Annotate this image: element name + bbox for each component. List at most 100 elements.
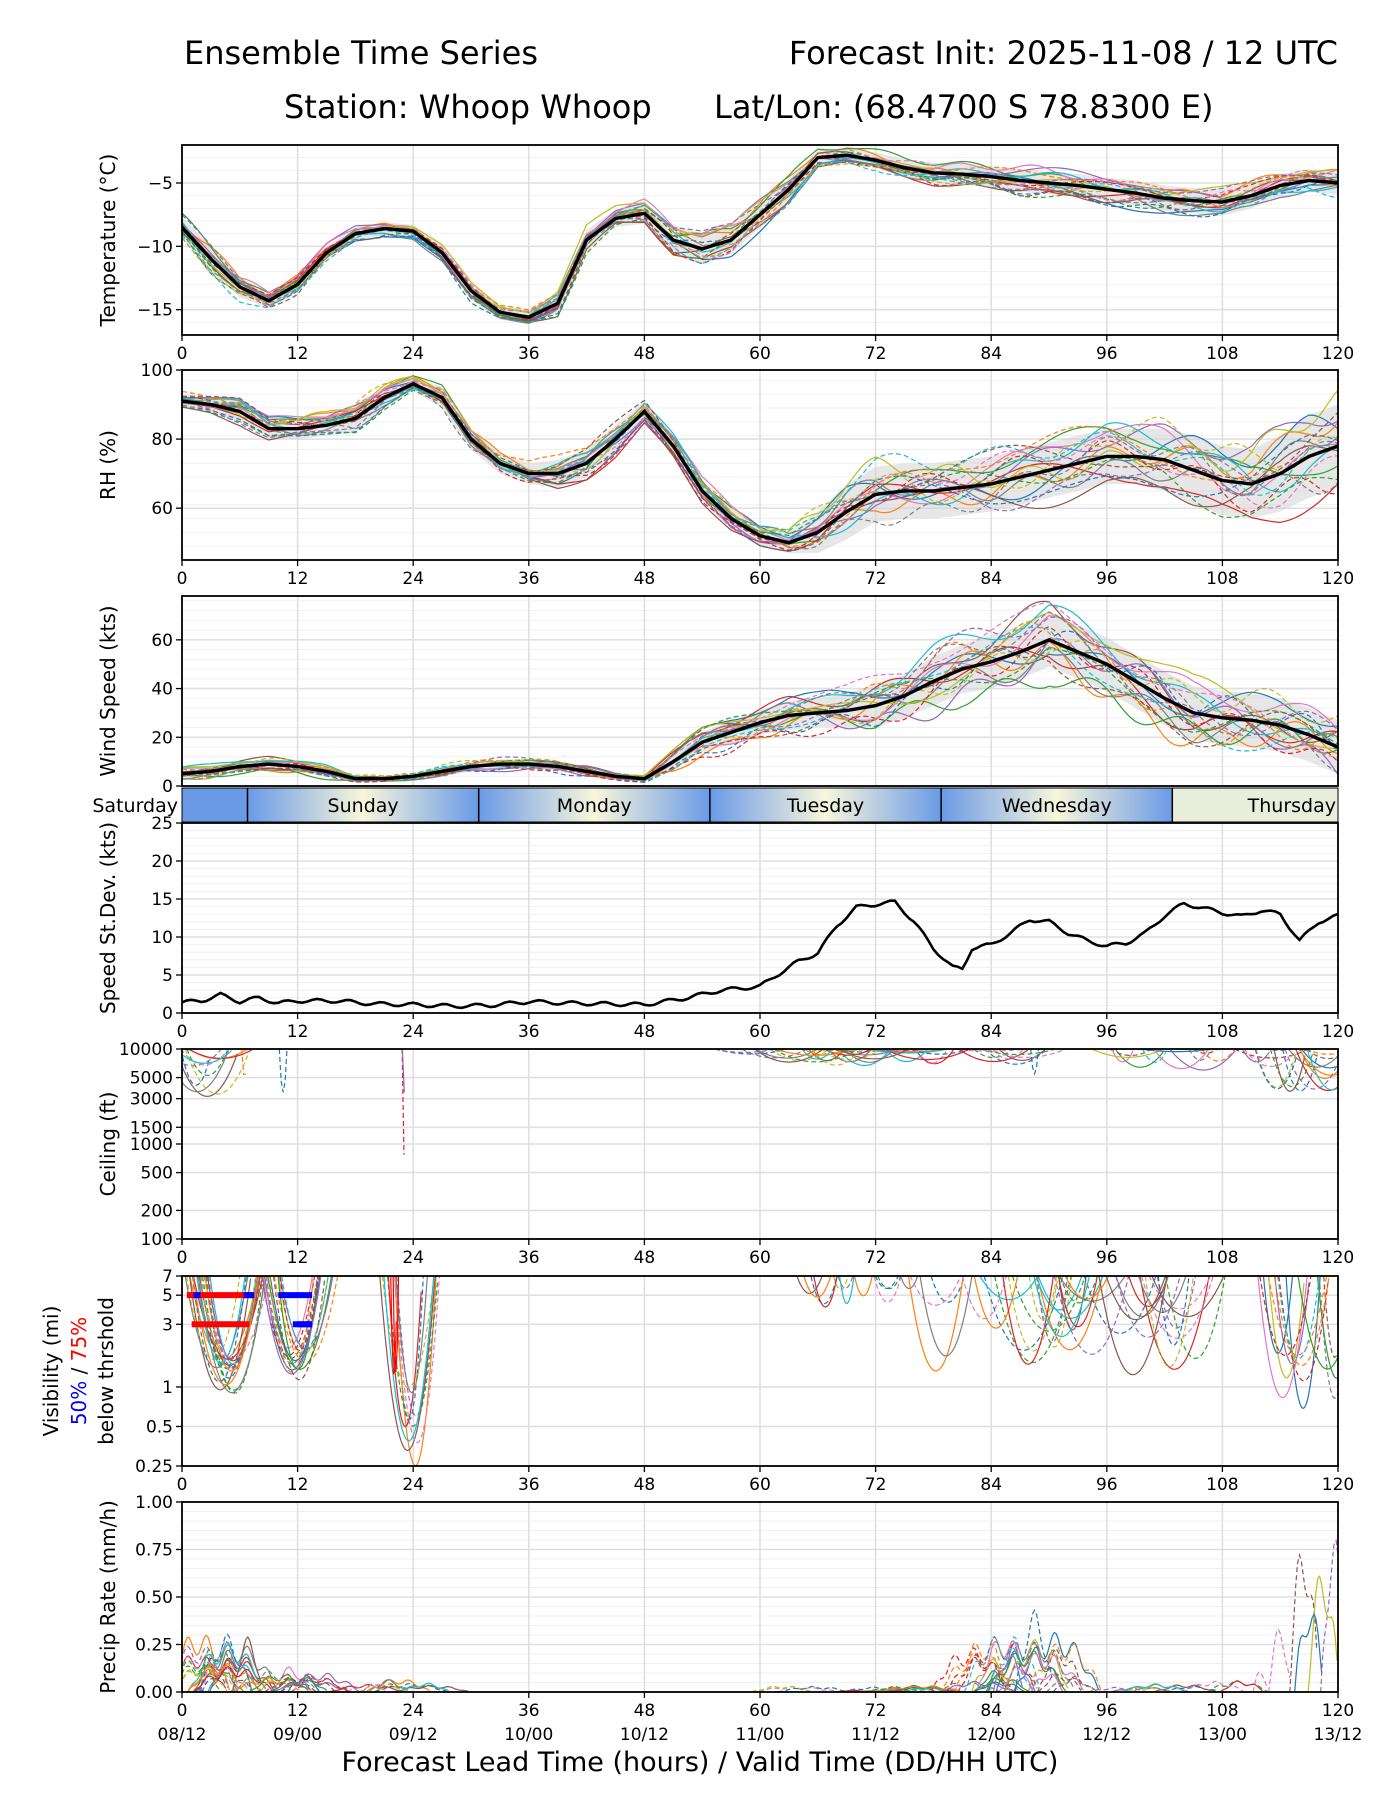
temperature-panel: −15 −10 −5 0 12 24 36 48 60 72 84 96 108 120 Temperatu…	[96, 144, 1354, 364]
day-band-frame	[181, 787, 1339, 823]
ceiling-member-line	[1201, 1049, 1235, 1062]
ceiling-member-line	[1269, 1049, 1314, 1088]
visibility-member-line	[197, 1276, 266, 1394]
ceiling-member-line	[1139, 1049, 1213, 1053]
visibility-member-line	[269, 1276, 315, 1373]
precip-xtick-label: 12	[287, 1701, 309, 1721]
ceiling-member-line	[184, 1049, 250, 1095]
ceiling-ytick-label: 3000	[130, 1090, 173, 1110]
rh-ytick-label: 60	[151, 499, 173, 519]
ceiling-member-line	[754, 1049, 823, 1063]
visibility-member-line	[1277, 1276, 1321, 1360]
rh-panel: 60 80 100 0 12 24 36 48 60 72 84 96 108 120 RH (%)	[96, 361, 1354, 589]
precip-xtick-label: 108	[1206, 1701, 1238, 1721]
ceiling-member-line	[1298, 1049, 1338, 1076]
visibility-member-line	[1036, 1276, 1069, 1344]
x-axis-label: Forecast Lead Time (hours) / Valid Time …	[342, 1747, 1059, 1778]
rh-member-line	[182, 383, 1338, 545]
rh-member-line	[182, 386, 1338, 550]
valid-time-label: 08/12	[158, 1725, 207, 1745]
ceiling-member-line	[1142, 1049, 1167, 1063]
precip-member-line	[1289, 1552, 1318, 1692]
ceiling-member-line	[713, 1049, 775, 1053]
valid-time-label: 11/12	[851, 1725, 900, 1745]
precip-member-line	[1110, 1686, 1173, 1692]
ceiling-member-line	[1243, 1049, 1297, 1067]
stdev-xtick-label: 120	[1322, 1022, 1354, 1042]
precip-member-line	[195, 1648, 236, 1692]
precip-member-line	[347, 1683, 387, 1692]
precip-member-line	[1003, 1638, 1069, 1692]
ceiling-xtick-label: 0	[177, 1248, 188, 1268]
temperature-ylabel: Temperature (°C)	[96, 154, 120, 328]
stdev-xtick-label: 24	[402, 1022, 424, 1042]
ceiling-xtick-label: 48	[634, 1248, 656, 1268]
ceiling-member-line	[1091, 1049, 1164, 1058]
visibility-xtick-label: 48	[634, 1475, 656, 1495]
day-label: Sunday	[328, 795, 399, 817]
ceiling-member-line	[1109, 1049, 1151, 1056]
ceiling-ytick-label: 100	[141, 1230, 173, 1250]
visibility-member-line	[1148, 1276, 1212, 1310]
visibility-member-line	[1059, 1276, 1099, 1304]
ceiling-member-line	[844, 1049, 894, 1063]
ceiling-member-line	[182, 1050, 230, 1093]
visibility-member-line	[379, 1276, 436, 1452]
ceiling-member-line	[1306, 1049, 1338, 1060]
rh-member-line	[182, 385, 1338, 551]
visibility-member-line	[395, 1276, 428, 1394]
day-label: Wednesday	[1002, 795, 1112, 817]
ceiling-member-line	[1169, 1049, 1236, 1071]
visibility-member-line	[1128, 1276, 1169, 1307]
stdev-xtick-label: 0	[177, 1022, 188, 1042]
ceiling-member-line	[186, 1049, 228, 1076]
ceiling-member-line	[1241, 1049, 1270, 1063]
visibility-ytick-label: 7	[162, 1267, 173, 1287]
ceiling-member-line	[979, 1049, 1056, 1056]
visibility-member-line	[265, 1276, 319, 1365]
day-cell	[1172, 788, 1338, 822]
visibility-member-line	[1098, 1276, 1168, 1376]
precip-member-line	[1013, 1631, 1100, 1692]
precip-member-line	[751, 1685, 812, 1692]
visibility-member-line	[272, 1276, 326, 1381]
temperature-ytick-label: −10	[137, 237, 173, 257]
visibility-member-line	[907, 1276, 964, 1372]
precip-member-line	[1252, 1671, 1268, 1692]
precip-ytick-label: 0.75	[135, 1541, 173, 1561]
visibility-member-line	[796, 1276, 823, 1294]
ceiling-member-line	[827, 1049, 871, 1063]
visibility-member-line	[832, 1276, 849, 1291]
visibility-member-line	[205, 1276, 264, 1394]
stdev-xtick-label: 36	[518, 1022, 540, 1042]
ceiling-member-line	[1273, 1049, 1306, 1092]
temperature-ytick-label: −5	[148, 174, 173, 194]
rh-member-line	[182, 386, 1338, 535]
ceiling-member-line	[986, 1049, 1065, 1058]
visibility-member-line	[837, 1276, 854, 1289]
precip-member-line	[1121, 1683, 1188, 1692]
precip-member-line	[200, 1667, 252, 1692]
temperature-xtick-label: 36	[518, 344, 540, 364]
ceiling-ytick-label: 1500	[130, 1118, 173, 1138]
visibility-xtick-label: 96	[1096, 1475, 1118, 1495]
visibility-member-line	[263, 1276, 314, 1349]
visibility-member-line	[919, 1276, 973, 1357]
visibility-member-line	[191, 1276, 247, 1383]
forecast-init: Forecast Init: 2025-11-08 / 12 UTC	[789, 34, 1338, 72]
visibility-member-line	[1323, 1276, 1338, 1359]
visibility-member-line	[839, 1276, 855, 1305]
ceiling-member-line	[278, 1049, 288, 1093]
visibility-xtick-label: 108	[1206, 1475, 1238, 1495]
visibility-member-line	[1267, 1276, 1305, 1379]
ceiling-member-line	[992, 1049, 1024, 1060]
ceiling-member-line	[1153, 1049, 1209, 1070]
wind-ytick-label: 20	[151, 728, 173, 748]
temperature-xtick-label: 48	[634, 344, 656, 364]
precip-member-line	[192, 1666, 275, 1692]
visibility-member-line	[873, 1276, 902, 1303]
precip-member-line	[946, 1656, 1013, 1692]
visibility-member-line	[979, 1276, 1039, 1301]
visibility-label-50: 50%	[67, 1381, 91, 1425]
